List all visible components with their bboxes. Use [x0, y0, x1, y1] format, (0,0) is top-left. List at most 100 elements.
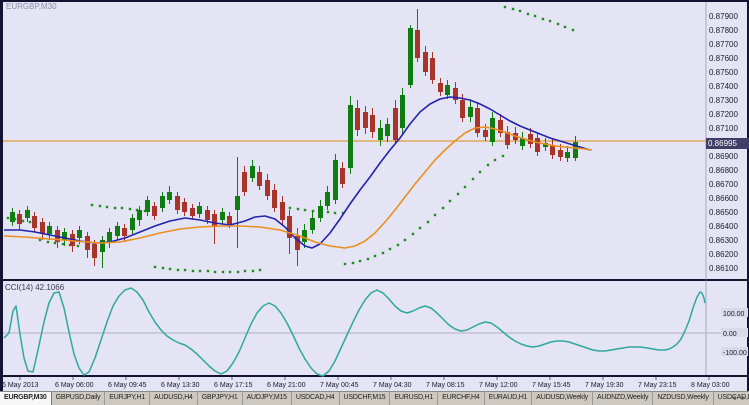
sar-dot: [296, 207, 300, 211]
candle-body: [17, 214, 22, 224]
sar-dot: [251, 269, 255, 273]
window-border-right: [747, 0, 749, 391]
candle-body: [558, 150, 563, 157]
candle-body: [272, 190, 277, 208]
candle-body: [130, 218, 135, 230]
indicator-axis-label: 100.00: [723, 311, 745, 318]
chart-tab[interactable]: USDCHF,M15: [339, 392, 391, 405]
sar-dot: [511, 7, 515, 11]
price-axis-label: 0.86100: [709, 264, 738, 273]
tab-scroll-right-icon[interactable]: ►: [740, 394, 747, 402]
sar-dot: [236, 270, 240, 274]
chart-tab[interactable]: EURAUD,H1: [484, 392, 533, 405]
chart-tab[interactable]: EURGBP,M30: [0, 392, 52, 405]
candle-body: [100, 240, 105, 252]
sar-dot: [563, 25, 567, 29]
candle-body: [535, 138, 540, 152]
chart-tab[interactable]: USDCAD,H4: [291, 392, 340, 405]
time-axis-label: 7 May 00:45: [320, 382, 359, 389]
chart-tab[interactable]: AUDUSD,Weekly: [532, 392, 593, 405]
sar-dot: [90, 203, 94, 207]
sar-dot: [153, 265, 157, 269]
sar-dot: [381, 251, 385, 255]
candle-body: [205, 210, 210, 220]
candle-body: [10, 212, 15, 222]
time-axis-label: 8 May 03:00: [691, 382, 730, 389]
chart-tab[interactable]: EURJPY,H1: [105, 392, 151, 405]
chart-tab[interactable]: AUDNZD,Weekly: [592, 392, 654, 405]
candle-body: [77, 230, 82, 238]
sar-dot: [21, 219, 25, 223]
window-border-left: [0, 0, 3, 391]
indicator-axis-label-box: [721, 347, 748, 356]
price-axis-label: 0.87100: [709, 124, 738, 133]
sar-dot: [418, 226, 422, 230]
sar-dot: [303, 208, 307, 212]
chart-tab[interactable]: EURUSD,H1: [390, 392, 439, 405]
candle-body: [107, 232, 112, 242]
chart-tab[interactable]: USDCAD,Daily: [713, 392, 749, 405]
sar-dot: [448, 199, 452, 203]
ma-blue-line: [4, 96, 591, 249]
time-axis-label: 7 May 08:15: [426, 382, 465, 389]
chart-tab[interactable]: NZDUSD,Weekly: [653, 392, 714, 405]
candle-body: [460, 100, 465, 118]
sar-dot: [396, 243, 400, 247]
sar-dot: [411, 232, 415, 236]
candle-body: [445, 85, 450, 95]
indicator-line: [3, 287, 706, 377]
candle-body: [145, 200, 150, 212]
price-axis-label: 0.86800: [709, 166, 738, 175]
candle-body: [468, 107, 473, 117]
sar-dot: [403, 238, 407, 242]
chart-background: [0, 0, 749, 391]
chart-canvas[interactable]: 0.87900 0.87800 0.87700 0.87600 0.87500 0.874…: [0, 0, 749, 391]
sar-dot: [198, 269, 202, 273]
candle-body: [400, 95, 405, 128]
sar-dot: [168, 267, 172, 271]
sar-dot: [120, 206, 124, 210]
candle-body: [242, 172, 247, 192]
candle-body: [265, 180, 270, 196]
sar-dot: [311, 209, 315, 213]
time-axis-label: 6 May 09:45: [108, 382, 147, 389]
ma-orange-line: [3, 126, 593, 249]
chart-tab[interactable]: AUDUSD,H4: [150, 392, 198, 405]
sar-dot: [373, 254, 377, 258]
candle-body: [363, 112, 368, 128]
chart-tab[interactable]: AUDJPY,M15: [242, 392, 292, 405]
indicator-axis-label: 0.00: [723, 331, 737, 338]
candle-body: [415, 30, 420, 58]
tab-scroll-left-icon[interactable]: ◄: [730, 394, 738, 402]
candle-body: [227, 216, 232, 224]
sar-dot: [456, 192, 460, 196]
candle-body: [438, 83, 443, 92]
sar-dot: [478, 170, 482, 174]
candle-body: [565, 152, 570, 158]
panel-separator: [0, 279, 749, 281]
candle-body: [573, 142, 578, 158]
candle-body: [430, 58, 435, 80]
candle-body: [257, 172, 262, 186]
sar-dot: [228, 270, 232, 274]
candle-body: [483, 130, 488, 137]
sar-dot: [351, 261, 355, 265]
chart-tab[interactable]: EURCHF,H4: [438, 392, 485, 405]
sar-dot: [243, 269, 247, 273]
time-axis-label: 6 May 13:30: [161, 382, 200, 389]
sar-dot: [541, 17, 545, 21]
candle-body: [47, 226, 52, 234]
time-axis-label: 7 May 19:30: [585, 382, 624, 389]
candle-body: [453, 88, 458, 100]
candle-body: [333, 160, 338, 200]
candle-body: [137, 210, 142, 220]
candle-body: [190, 208, 195, 216]
price-axis-label: 0.87200: [709, 110, 738, 119]
candle-body: [348, 105, 353, 168]
chart-tab[interactable]: GBPUSD,Daily: [51, 392, 106, 405]
price-axis-label: 0.87300: [709, 96, 738, 105]
indicator-axis-label-box: [721, 328, 748, 337]
sar-dot: [6, 216, 10, 220]
chart-tab[interactable]: GBPJPY,H1: [197, 392, 243, 405]
